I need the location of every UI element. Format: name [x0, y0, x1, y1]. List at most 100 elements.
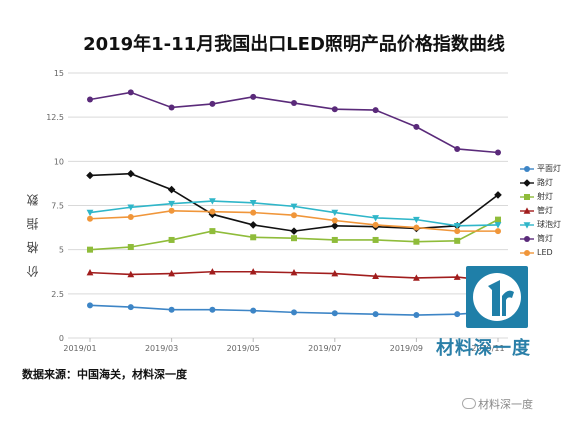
data-point: [331, 222, 339, 230]
x-tick-label: 2019/09: [390, 344, 423, 353]
data-point: [250, 307, 257, 314]
x-tick-label: 2019/07: [308, 344, 341, 353]
legend-swatch: [520, 165, 534, 172]
series-射灯: [87, 216, 501, 253]
data-point: [494, 222, 502, 229]
data-point: [372, 221, 379, 228]
data-point: [495, 228, 501, 235]
legend-item: 筒灯: [520, 234, 553, 244]
data-point: [454, 228, 461, 235]
y-tick-label: 15: [54, 69, 64, 78]
data-point: [291, 212, 297, 219]
data-point: [290, 269, 298, 276]
x-tick-label: 2019/03: [145, 344, 178, 353]
series-lines: [86, 89, 502, 319]
data-point: [209, 198, 216, 205]
y-tick-label: 7.5: [51, 202, 64, 211]
data-point: [127, 270, 135, 278]
y-tick-label: 12.5: [46, 113, 64, 122]
legend-label: 平面灯: [537, 164, 561, 173]
x-tick-label: 2019/05: [227, 344, 260, 353]
legend-swatch: [520, 235, 534, 242]
data-point: [168, 236, 175, 243]
data-point: [524, 165, 530, 172]
series-路灯: [86, 169, 502, 235]
legend-item: 射灯: [520, 192, 553, 202]
series-平面灯: [87, 302, 501, 319]
data-point: [249, 268, 257, 275]
legend-swatch: [520, 206, 534, 214]
chart-title: 2019年1-11月我国出口LED照明产品价格指数曲线: [83, 34, 505, 55]
data-point: [372, 311, 379, 318]
data-point: [86, 171, 94, 180]
data-point: [331, 236, 338, 243]
data-point: [127, 204, 135, 211]
data-point: [209, 268, 216, 275]
axes: 0 2.5 5 7.5 10 12.5 15 2019/01 2019/03 2019/05 201…: [46, 69, 504, 353]
data-point: [167, 185, 176, 194]
series-LED: [87, 207, 501, 235]
legend-label: LED: [537, 248, 553, 257]
data-point: [250, 234, 257, 241]
data-point: [209, 306, 216, 313]
data-point: [413, 216, 420, 224]
data-point: [453, 273, 461, 280]
data-point: [524, 193, 530, 200]
wechat-icon: [462, 398, 476, 409]
x-tick-label: 2019/11: [471, 344, 504, 353]
series-管灯: [86, 268, 502, 285]
data-point: [413, 123, 420, 130]
data-point: [291, 100, 297, 107]
data-point: [168, 269, 175, 277]
y-tick-label: 0: [59, 334, 64, 343]
legend-item: LED: [520, 248, 553, 258]
legend-label: 球泡灯: [537, 220, 561, 229]
legend-item: 管灯: [520, 206, 553, 216]
y-tick-label: 10: [54, 157, 64, 166]
data-point: [249, 221, 257, 229]
data-point: [87, 96, 93, 103]
watermark-text: 材料深一度: [436, 338, 531, 359]
legend-swatch: [520, 249, 534, 256]
legend-swatch: [520, 221, 534, 229]
series-筒灯: [87, 89, 501, 156]
source-note: 数据来源：中国海关，材料深一度: [22, 368, 187, 381]
data-point: [168, 306, 175, 313]
legend-label: 管灯: [537, 206, 553, 215]
data-point: [372, 236, 379, 243]
legend-label: 射灯: [537, 192, 553, 201]
data-point: [453, 223, 461, 230]
legend-label: 路灯: [537, 178, 553, 187]
data-point: [413, 312, 420, 319]
data-point: [87, 302, 93, 309]
data-point: [290, 203, 298, 210]
data-point: [523, 221, 531, 229]
legend-item: 路灯: [520, 178, 553, 188]
data-point: [209, 208, 216, 215]
data-point: [249, 200, 257, 207]
data-point: [454, 311, 461, 318]
data-point: [127, 89, 134, 96]
data-point: [86, 269, 94, 276]
series-球泡灯: [86, 198, 502, 230]
legend-swatch: [520, 193, 534, 200]
data-point: [87, 215, 93, 222]
data-point: [413, 224, 420, 231]
data-point: [127, 244, 134, 251]
legend-label: 筒灯: [537, 234, 553, 243]
data-point: [290, 227, 298, 235]
data-point: [495, 216, 501, 223]
data-point: [454, 237, 461, 244]
legend-item: 平面灯: [520, 164, 561, 174]
data-point: [168, 200, 175, 208]
data-point: [494, 191, 502, 199]
data-point: [331, 106, 338, 113]
data-point: [127, 304, 134, 311]
legend-swatch: [520, 178, 534, 187]
data-point: [523, 178, 531, 187]
data-point: [372, 272, 379, 279]
data-point: [524, 235, 530, 242]
data-point: [454, 145, 461, 152]
data-point: [250, 93, 257, 100]
